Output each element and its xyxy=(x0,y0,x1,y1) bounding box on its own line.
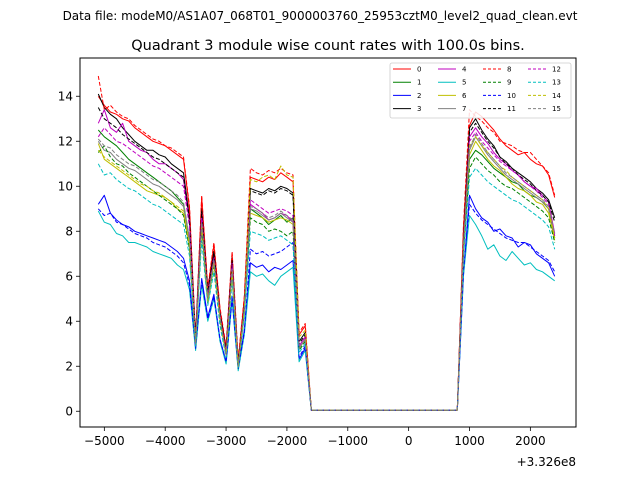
series-line-10 xyxy=(97,203,556,411)
x-tick-label: −2000 xyxy=(267,434,308,448)
plot-area xyxy=(79,57,577,428)
y-axis: 0 2 4 6 8 10 12 14 xyxy=(58,89,80,418)
legend-label-13: 13 xyxy=(552,79,561,87)
y-tick-label: 12 xyxy=(58,134,73,148)
x-tick-label: 0 xyxy=(405,434,413,448)
y-tick-label: 14 xyxy=(58,89,73,103)
series-line-15 xyxy=(97,134,556,411)
y-tick-label: 2 xyxy=(65,359,73,373)
data-file-suptitle: Data file: modeM0/AS1A07_068T01_90000037… xyxy=(63,9,578,23)
x-tick-label: 1000 xyxy=(454,434,485,448)
x-axis: −5000 −4000 −3000 −2000 −1000 0 1000 2000 xyxy=(84,427,546,448)
y-tick-label: 6 xyxy=(65,269,73,283)
legend-label-11: 11 xyxy=(507,105,516,113)
x-tick-label: −5000 xyxy=(84,434,125,448)
legend-label-5: 5 xyxy=(462,79,466,87)
x-tick-label: −3000 xyxy=(206,434,247,448)
y-tick-label: 4 xyxy=(65,314,73,328)
legend-label-4: 4 xyxy=(462,66,467,74)
legend-label-9: 9 xyxy=(507,79,511,87)
x-tick-label: −1000 xyxy=(327,434,368,448)
legend-label-8: 8 xyxy=(507,66,511,74)
legend-label-7: 7 xyxy=(462,105,466,113)
legend-label-0: 0 xyxy=(417,66,421,74)
plot-background xyxy=(80,58,576,427)
chart-title: Quadrant 3 module wise count rates with … xyxy=(131,38,525,54)
x-axis-offset-label: +3.326e8 xyxy=(517,455,576,469)
legend-label-3: 3 xyxy=(417,105,421,113)
legend-label-2: 2 xyxy=(417,92,421,100)
legend-label-15: 15 xyxy=(552,105,561,113)
legend-label-6: 6 xyxy=(462,92,467,100)
y-tick-label: 10 xyxy=(58,179,73,193)
legend-label-14: 14 xyxy=(552,92,561,100)
series-layer xyxy=(97,75,556,411)
y-tick-label: 8 xyxy=(65,224,73,238)
plot-frame xyxy=(79,57,577,428)
legend-label-1: 1 xyxy=(417,79,421,87)
x-tick-label: −4000 xyxy=(145,434,186,448)
legend-label-12: 12 xyxy=(552,66,561,74)
legend-frame xyxy=(389,62,572,119)
legend-label-10: 10 xyxy=(507,92,516,100)
x-tick-label: 2000 xyxy=(515,434,546,448)
y-tick-label: 0 xyxy=(65,404,73,418)
